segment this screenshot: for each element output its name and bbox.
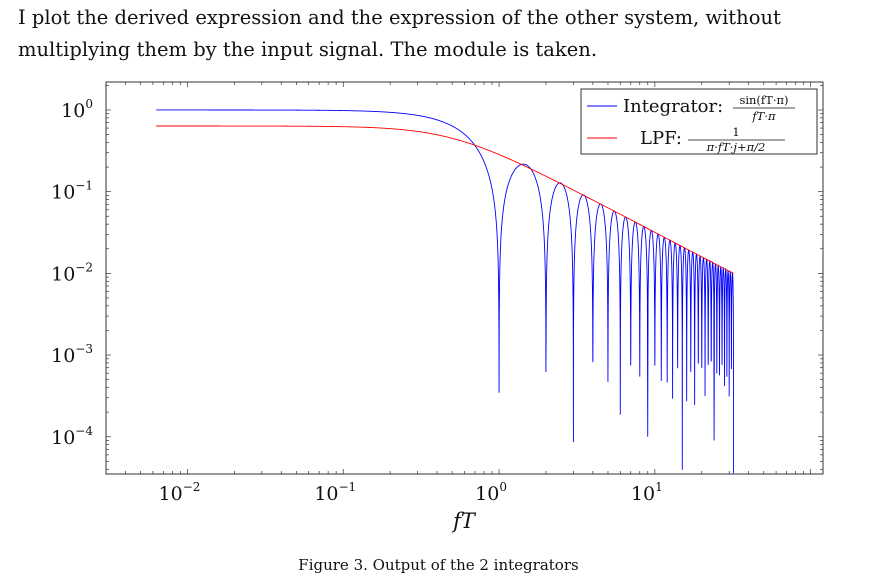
major-ticks bbox=[106, 82, 823, 474]
x-tick-labels: 10−2 10−1 100 101 bbox=[159, 480, 663, 505]
x-tick-label: 100 bbox=[475, 480, 507, 505]
legend-formula-lpf-numerator: 1 bbox=[732, 125, 739, 139]
y-tick-label: 100 bbox=[61, 97, 93, 122]
minor-ticks bbox=[105, 82, 823, 474]
y-tick-label: 10−2 bbox=[51, 260, 93, 285]
legend-label-lpf: LPF: bbox=[640, 128, 682, 149]
y-tick-label: 10−1 bbox=[51, 179, 93, 204]
legend-label-integrator: Integrator: bbox=[623, 96, 723, 117]
legend: Integrator: sin(fT·π) fT·π LPF: 1 π·fT·j… bbox=[580, 88, 818, 155]
x-tick-label: 10−2 bbox=[159, 480, 201, 505]
x-axis-title: fT bbox=[451, 509, 477, 533]
y-tick-label: 10−4 bbox=[51, 424, 93, 449]
legend-box bbox=[580, 88, 818, 155]
x-tick-label: 10−1 bbox=[314, 480, 356, 505]
figure-caption: Figure 3. Output of the 2 integrators bbox=[298, 556, 579, 574]
legend-formula-lpf-denominator: π·fT·j+π/2 bbox=[706, 140, 766, 154]
series-line-integrator bbox=[156, 109, 735, 474]
y-tick-labels: 100 10−1 10−2 10−3 10−4 bbox=[51, 97, 93, 449]
series-line-lpf bbox=[156, 125, 734, 274]
y-tick-label: 10−3 bbox=[51, 342, 93, 367]
intro-paragraph: I plot the derived expression and the ex… bbox=[18, 6, 781, 61]
x-tick-label: 101 bbox=[631, 480, 663, 505]
legend-formula-integrator-numerator: sin(fT·π) bbox=[739, 93, 788, 107]
legend-formula-integrator-denominator: fT·π bbox=[751, 109, 776, 123]
